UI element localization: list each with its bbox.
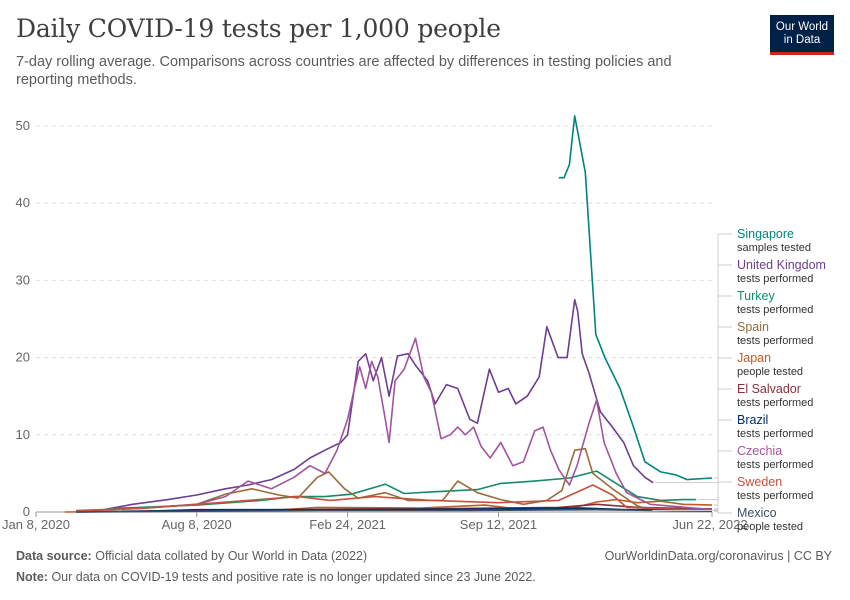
legend-connector <box>714 233 732 479</box>
legend-subtitle: people tested <box>737 366 803 378</box>
x-tick-label: Jan 8, 2020 <box>2 517 70 532</box>
series-line-spain <box>75 447 651 512</box>
series-line-mexico <box>75 508 713 513</box>
credit-link[interactable]: OurWorldinData.org/coronavirus | CC BY <box>604 549 832 563</box>
data-source-text: Official data collated by Our World in D… <box>95 549 368 563</box>
series-line-singapore <box>558 115 713 481</box>
legend-subtitle: people tested <box>737 521 803 533</box>
y-tick-label: 50 <box>16 118 30 133</box>
legend-connector <box>714 388 732 510</box>
legend-name: Singapore <box>737 227 794 241</box>
logo-line-2: in Data <box>783 33 821 46</box>
series-line-czechia <box>75 337 713 512</box>
note-text: Our data on COVID-19 tests and positive … <box>51 570 536 584</box>
legend-subtitle: tests performed <box>737 428 813 440</box>
legend-connector <box>655 264 732 484</box>
legend-subtitle: tests performed <box>737 335 813 347</box>
logo-line-1: Our World <box>775 20 829 33</box>
legend-subtitle: tests performed <box>737 304 813 316</box>
y-tick-label: 30 <box>16 272 30 287</box>
legend-connector <box>714 510 732 514</box>
y-tick-label: 10 <box>16 427 30 442</box>
legend-name: Sweden <box>737 475 782 489</box>
legend-subtitle: tests performed <box>737 397 813 409</box>
series-line-united-kingdom <box>99 298 654 512</box>
legend-name: Spain <box>737 320 769 334</box>
legend-subtitle: tests performed <box>737 273 813 285</box>
legend-name: United Kingdom <box>737 258 826 272</box>
legend-name: Brazil <box>737 413 768 427</box>
legend-connector <box>714 450 732 511</box>
legend-name: Mexico <box>737 506 777 520</box>
data-source-label: Data source: <box>16 549 92 563</box>
x-tick-label: Sep 12, 2021 <box>460 517 537 532</box>
y-tick-label: 40 <box>16 195 30 210</box>
y-tick-label: 0 <box>23 504 30 519</box>
series-line-sweden <box>75 484 713 512</box>
x-tick-label: Feb 24, 2021 <box>309 517 386 532</box>
legend-subtitle: tests performed <box>737 459 813 471</box>
owid-logo[interactable]: Our World in Data <box>770 15 834 55</box>
x-tick-label: Aug 8, 2020 <box>162 517 232 532</box>
x-tick-label: Jun 22, 2022 <box>672 517 747 532</box>
legend-name: El Salvador <box>737 382 801 396</box>
data-source: Data source: Official data collated by O… <box>16 549 367 563</box>
chart-title: Daily COVID-19 tests per 1,000 people <box>16 14 501 43</box>
legend-name: Czechia <box>737 444 782 458</box>
note: Note: Our data on COVID-19 tests and pos… <box>16 570 536 584</box>
legend-name: Japan <box>737 351 771 365</box>
legend-name: Turkey <box>737 289 775 303</box>
note-label: Note: <box>16 570 48 584</box>
legend-subtitle: samples tested <box>737 242 811 254</box>
chart-subtitle: 7-day rolling average. Comparisons acros… <box>16 54 672 88</box>
legend-connector <box>714 481 732 511</box>
legend-subtitle: tests performed <box>737 490 813 502</box>
y-tick-label: 20 <box>16 350 30 365</box>
legend-connector <box>714 419 732 511</box>
